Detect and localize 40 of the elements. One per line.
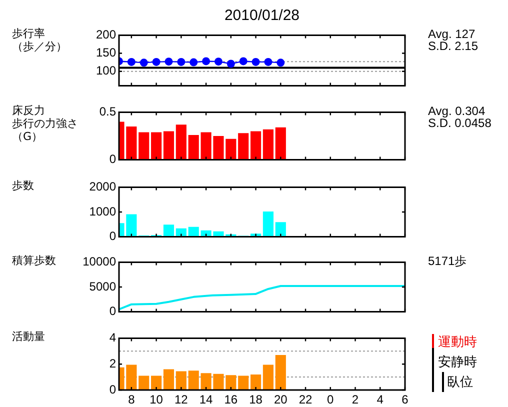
x-tick-label: 10: [150, 392, 164, 407]
y-tick-label: 10000: [82, 254, 116, 269]
y-tick-label: 1000: [89, 204, 116, 218]
y-tick-label: 200: [96, 28, 116, 42]
y-tick-label: 5000: [89, 279, 116, 294]
y-axis-title: 活動量: [12, 330, 45, 343]
text: S.D. 0.0458: [428, 116, 492, 130]
x-tick-label: 2: [352, 392, 359, 407]
y-tick-label: 100: [96, 64, 116, 78]
x-tick-label: 4: [376, 392, 384, 407]
y-tick-label: 2: [109, 356, 116, 370]
x-tick-label: 22: [298, 392, 313, 407]
y-tick-label: 0: [109, 382, 116, 396]
text: Avg. 0.304: [428, 104, 486, 118]
text: Avg. 127: [428, 27, 476, 41]
y-axis-title: 床反力歩行の力強さ（G）: [12, 104, 78, 143]
x-tick-label: 16: [224, 392, 238, 407]
text: 5171歩: [428, 254, 467, 268]
text: 臥位: [442, 372, 477, 392]
x-tick-label: 6: [402, 392, 409, 407]
x-tick-label: 0: [327, 392, 334, 407]
y-tick-label: 0: [109, 152, 116, 166]
y-axis-title: 歩数: [12, 179, 34, 192]
text: 運動時: [438, 333, 477, 351]
x-tick-label: 8: [128, 392, 136, 407]
y-tick-label: 2000: [89, 180, 116, 194]
text: S.D. 2.15: [428, 39, 478, 53]
y-tick-label: 0: [109, 304, 116, 318]
x-tick-label: 20: [274, 392, 288, 407]
y-tick-label: 0.5: [99, 104, 116, 119]
y-tick-label: 4: [109, 330, 116, 345]
text: 安静時: [438, 353, 477, 371]
chart-title: 2010/01/28: [223, 7, 301, 24]
x-tick-label: 18: [249, 392, 263, 407]
y-tick-label: 0: [109, 229, 116, 244]
x-tick-label: 14: [199, 392, 214, 407]
y-axis-title: 歩行率（歩／分）: [12, 27, 67, 53]
x-tick-label: 12: [174, 392, 188, 407]
y-axis-title: 積算歩数: [12, 254, 56, 267]
y-tick-label: 150: [96, 46, 116, 60]
